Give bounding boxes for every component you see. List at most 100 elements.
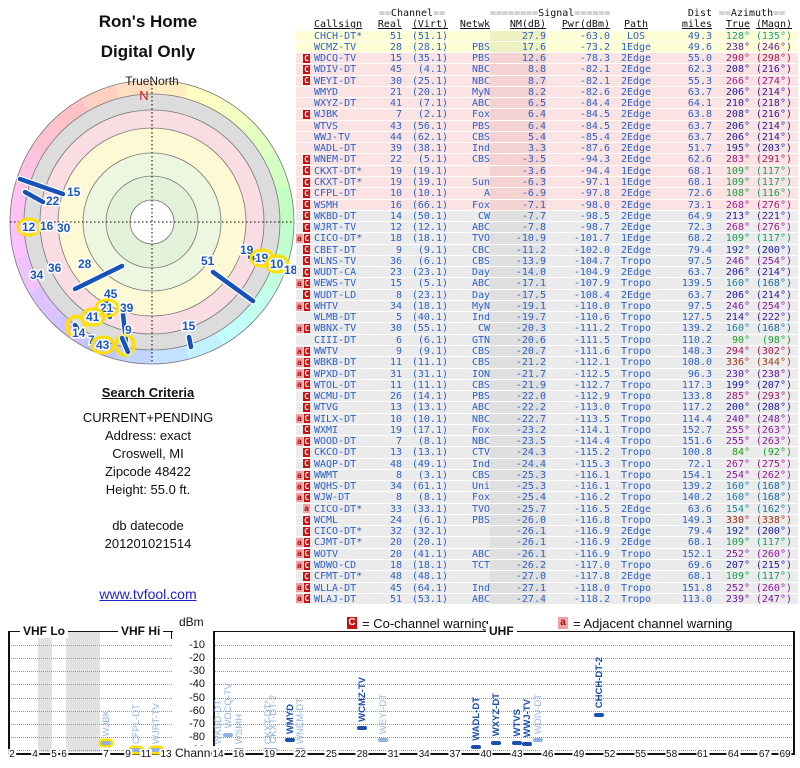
cell-virtual-channel: (7.1) [417, 98, 448, 109]
cell-path: Tropo [620, 323, 652, 334]
search-criteria-lines: CURRENT+PENDING Address: exact Croswell, M… [0, 411, 296, 496]
cell-magnetic-azimuth: (203°) [755, 143, 792, 154]
cell-noise-margin: -13.9 [490, 255, 546, 267]
cell-virtual-channel: (55.1) [411, 323, 448, 334]
cell-true-azimuth: 109° [725, 233, 750, 244]
cell-virtual-channel: (19.1) [411, 176, 448, 188]
cell-magnetic-azimuth: (168°) [755, 278, 792, 289]
cell-true-azimuth: 238° [725, 41, 750, 53]
cell-noise-margin: -24.3 [490, 447, 546, 458]
cell-network: TVO [471, 503, 490, 514]
cell-callsign: WLMB-DT [314, 312, 357, 323]
cell-callsign: WUDT-LD [314, 289, 357, 300]
cell-magnetic-azimuth: (117°) [755, 176, 792, 188]
channel-tick-label: 37 [448, 749, 462, 760]
cell-power: -110.6 [573, 312, 610, 323]
channel-tick-label: 55 [634, 749, 648, 760]
co-channel-warning-icon: C [303, 211, 310, 221]
table-row: C WCML 24 (6.1) PBS -26.0 -116.8 Tropo 149.3 330°… [296, 514, 798, 527]
station-label: WCMZ-TV [357, 677, 369, 722]
cell-true-azimuth: 206° [725, 131, 750, 143]
cell-virtual-channel: (61.1) [411, 481, 448, 492]
cell-noise-margin: -26.1 [490, 526, 546, 537]
cell-true-azimuth: 246° [725, 300, 750, 312]
cell-true-azimuth: 336° [725, 357, 750, 368]
cell-path: 2Edge [620, 222, 652, 233]
ring-outline [23, 93, 281, 351]
station-signal-bar [223, 732, 234, 737]
cell-distance: 68.1 [687, 537, 712, 548]
cell-virtual-channel: (64.1) [411, 582, 448, 593]
co-channel-warning-icon: C [303, 436, 310, 446]
channel-marker-label: 36 [48, 261, 62, 275]
cell-magnetic-azimuth: (276°) [755, 199, 792, 210]
co-channel-legend-text: = Co-channel warning [362, 616, 489, 631]
cell-real-channel: 18 [389, 233, 402, 244]
cell-true-azimuth: 208° [725, 109, 750, 120]
cell-callsign: CFPL-DT [314, 188, 357, 199]
cell-noise-margin: -26.2 [490, 560, 546, 571]
cell-distance: 68.1 [687, 571, 712, 582]
cell-callsign: WBNX-TV [314, 323, 357, 334]
label-highlight [16, 217, 42, 237]
cell-true-azimuth: 90° [731, 334, 750, 345]
co-channel-warning-icon: C [303, 279, 310, 288]
channel-tick-label: 13 [159, 749, 173, 760]
cell-magnetic-azimuth: (216°) [755, 64, 792, 75]
cell-callsign: WCML [314, 514, 339, 526]
cell-virtual-channel: (6.1) [417, 334, 448, 345]
channel-marker-bar [72, 263, 125, 292]
cell-path: Tropo [620, 469, 652, 481]
cell-power: -116.8 [573, 514, 610, 526]
table-row: C WCMU-DT 26 (14.1) PBS -22.0 -112.9 Tropo 133.8… [296, 391, 798, 403]
cell-virtual-channel: (38.1) [411, 143, 448, 154]
header-cell [610, 8, 662, 18]
cell-virtual-channel: (13.1) [411, 402, 448, 413]
co-channel-warning-icon: C [303, 447, 310, 457]
tvfool-link[interactable]: www.tvfool.com [99, 586, 197, 602]
station-label: WNEM-DT [295, 698, 307, 744]
adjacent-channel-warning-icon: a [296, 369, 303, 379]
cell-magnetic-azimuth: (98°) [761, 334, 792, 345]
cell-callsign: WDCQ-TV [314, 53, 357, 64]
co-channel-warning-icon: C [303, 256, 310, 266]
co-channel-warning-icon: C [303, 571, 310, 581]
co-channel-warning-icon: C [303, 515, 310, 525]
dbm-gridline [215, 684, 794, 686]
cell-path: 2Edge [620, 98, 652, 109]
channel-marker-bar [119, 335, 131, 355]
cell-virtual-channel: (23.1) [411, 289, 448, 300]
table-row: a C WILX-DT 10 (10.1) NBC -22.7 -113.5 Tropo 114.… [296, 413, 798, 425]
station-label: WEYI-DT [377, 693, 389, 734]
cell-distance: 97.5 [687, 300, 712, 312]
table-row: C WAQP-DT 48 (49.1) Ind -24.4 -115.3 Tropo 72.1 2… [296, 458, 798, 470]
cell-network: Fox [471, 492, 490, 503]
cell-real-channel: 14 [389, 210, 402, 222]
station-label: CKXT-DT-2 [267, 695, 279, 744]
cell-virtual-channel: (41.1) [411, 548, 448, 560]
cell-distance: 63.8 [687, 109, 712, 120]
warning-markers: C [296, 109, 312, 120]
channel-marker-label: 14 [72, 326, 86, 340]
warning-markers: C [296, 200, 312, 210]
co-channel-warning-icon: C [303, 493, 310, 503]
cell-network: CBS [471, 345, 490, 357]
table-row: WLMB-DT 5 (40.1) Ind -19.7 -110.6 Tropo 127.5 21… [296, 312, 798, 324]
cell-real-channel: 41 [389, 98, 402, 109]
cell-true-azimuth: 213° [725, 210, 750, 222]
warning-markers: C [296, 245, 312, 255]
vhf-hi-label: VHF Hi [118, 624, 164, 638]
cell-power: -97.8 [579, 188, 610, 199]
station-label: WSMH [233, 713, 245, 744]
cell-real-channel: 36 [389, 255, 402, 267]
cell-real-channel: 34 [389, 300, 402, 312]
cell-callsign: CICO-DT* [314, 233, 363, 244]
cell-power: -102.0 [573, 244, 610, 255]
